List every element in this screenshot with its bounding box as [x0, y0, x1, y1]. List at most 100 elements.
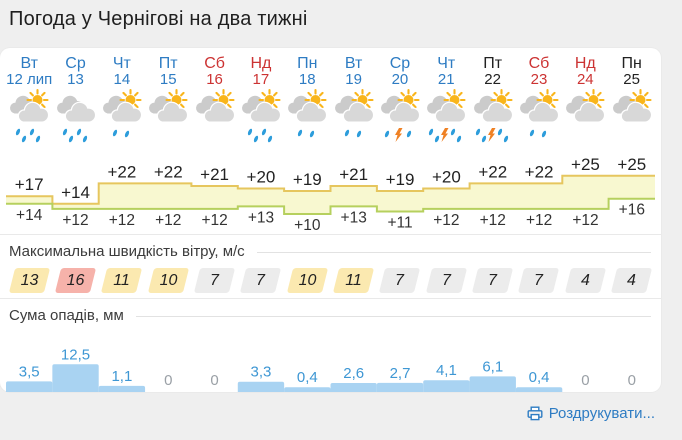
footer: Роздрукувати...: [0, 405, 655, 426]
precip-value: 0,4: [297, 369, 318, 386]
day-name: Пт: [483, 55, 503, 72]
temp-max-value: +20: [432, 168, 461, 187]
wind-badge: 7: [379, 268, 421, 293]
weather-icon-thunderstorm: [427, 88, 467, 143]
wind-value: 13: [20, 272, 39, 289]
wind-value: 7: [395, 272, 405, 289]
temp-max-value: +19: [386, 170, 415, 189]
temp-max-value: +21: [339, 165, 368, 184]
wind-value: 11: [345, 272, 362, 289]
precip-value: 1,1: [111, 368, 132, 385]
wind-value: 7: [534, 272, 544, 289]
precip-value-zero: 0: [210, 372, 218, 389]
day-name: Пн: [621, 55, 642, 72]
forecast-card: Вт 12 лип Ср 13 Чт 14 Пт 15 Сб 16 Нд 17 Пн 18 Вт 19 Ср 20…: [0, 48, 661, 392]
day-header: Сб 23: [516, 55, 562, 88]
section-rule: [256, 251, 651, 253]
day-header: Пт 22: [469, 55, 515, 88]
weather-icon-cell: [377, 88, 423, 149]
day-date: 20: [391, 71, 409, 88]
temp-min-value: +12: [155, 212, 181, 229]
printer-icon: [527, 406, 543, 421]
day-header[interactable]: Нд 17: [238, 55, 284, 88]
wind-value: 4: [627, 272, 637, 289]
precip-value-zero: 0: [581, 372, 589, 389]
wind-badge: 16: [54, 268, 97, 293]
weather-icon-partly-cloudy: [612, 88, 652, 123]
weather-icon-rain: [288, 88, 328, 138]
temp-min-value: +12: [201, 212, 227, 229]
day-header[interactable]: Вт 19: [330, 55, 376, 88]
weather-icon-cell: [145, 88, 191, 149]
temp-max-value: +25: [571, 155, 600, 174]
weather-icon-partly-cloudy: [566, 88, 606, 123]
weather-icon-cell: [238, 88, 284, 149]
temp-max-value: +17: [15, 175, 44, 194]
day-name: Сб: [204, 55, 225, 72]
weather-icon-cell: [284, 88, 330, 149]
day-header[interactable]: Ср 13: [52, 55, 98, 88]
day-name: Нд: [250, 55, 272, 72]
day-header[interactable]: Сб 16: [191, 55, 237, 88]
temp-min-value: +12: [62, 212, 88, 229]
temp-max-value: +14: [61, 183, 90, 202]
temperature-band-chart: +17 +14 +14 +12 +22 +12 +22 +12 +21 +12 +20 +13 +19 +…: [0, 144, 661, 234]
temp-min-value: +10: [294, 217, 321, 232]
precip-value: 12,5: [61, 346, 90, 363]
day-header[interactable]: Пн 18: [284, 55, 330, 88]
precip-bar-chart: 3,5 12,5 1,1 0 0 3,3 0,4 2,6 2,7 4,1 6,1 0,4 0 0: [6, 346, 636, 392]
weather-icon-rain: [10, 88, 50, 143]
weather-icon-thunderstorm: [380, 88, 421, 142]
temp-min-value: +12: [109, 212, 135, 229]
weather-icon-rain: [334, 88, 374, 138]
weather-icon-rain: [241, 88, 282, 143]
day-date: 18: [298, 71, 316, 88]
day-name: Нд: [574, 55, 596, 72]
day-date: 12 лип: [6, 71, 53, 88]
print-link[interactable]: Роздрукувати...: [527, 405, 655, 422]
wind-badge: 7: [425, 268, 467, 293]
wind-value: 10: [159, 272, 178, 289]
precip-value-zero: 0: [628, 372, 636, 389]
temp-min-value: +12: [526, 212, 552, 229]
temp-min-value: +12: [433, 212, 459, 229]
precip-value: 2,6: [343, 365, 364, 382]
page-title: Погода у Чернігові на два тижні: [9, 8, 308, 30]
temp-min-value: +11: [387, 214, 412, 231]
temperature-band-svg: +17 +14 +14 +12 +22 +12 +22 +12 +21 +12 +20 +13 +19 +…: [6, 155, 655, 234]
wind-badge: 7: [518, 268, 560, 293]
precip-value: 2,7: [390, 365, 411, 382]
weather-icons-row: [0, 88, 661, 144]
temp-max-value: +20: [247, 168, 276, 187]
wind-badge: 7: [193, 268, 236, 293]
weather-icon-cell: [608, 88, 654, 149]
day-header[interactable]: Пт 15: [145, 55, 191, 88]
day-date: 25: [623, 71, 640, 88]
temp-min-value: +16: [619, 202, 645, 219]
temp-max-value: +22: [107, 162, 136, 181]
day-header[interactable]: Чт 14: [99, 55, 145, 88]
day-header[interactable]: Ср 20: [377, 55, 423, 88]
day-name: Ср: [389, 55, 411, 72]
weather-icon-cell: [469, 88, 515, 149]
wind-badge: 7: [240, 268, 282, 293]
wind-badge: 11: [101, 268, 143, 293]
weather-icon-rain: [519, 88, 560, 138]
day-name: Вт: [20, 55, 38, 72]
wind-value: 7: [441, 272, 451, 289]
weather-icon-cell: [423, 88, 469, 149]
day-date: 16: [206, 71, 223, 88]
day-header[interactable]: Вт 12 лип: [6, 55, 52, 88]
section-rule: [135, 315, 651, 317]
weather-icon-cell: [191, 88, 237, 149]
day-name: Сб: [528, 55, 550, 72]
weather-icon-thunderstorm: [473, 88, 513, 143]
wind-value: 11: [113, 272, 131, 289]
day-header[interactable]: Чт 21: [423, 55, 469, 88]
day-name: Пн: [297, 55, 318, 72]
weather-icon-partly-cloudy: [195, 88, 235, 123]
temp-min-value: +12: [480, 212, 506, 229]
day-date: 13: [67, 71, 84, 88]
precip-value: 6,1: [482, 358, 503, 375]
weather-icon-rain: [102, 88, 143, 138]
